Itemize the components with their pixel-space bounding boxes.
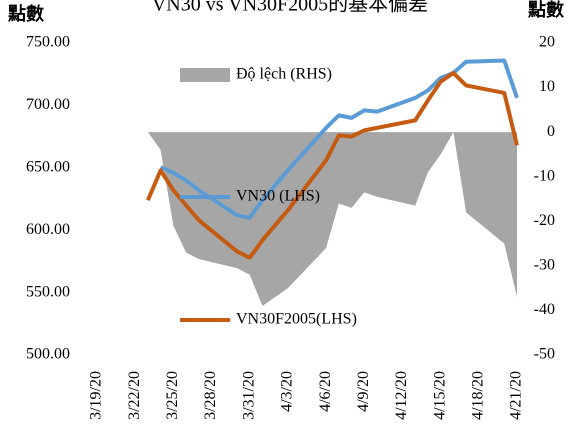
- legend-swatch: [180, 68, 230, 82]
- x-tick-label: 4/3/20: [279, 371, 296, 412]
- x-tick-label: 3/19/20: [88, 371, 105, 420]
- line: [146, 70, 519, 260]
- x-tick-label: 3/22/20: [126, 371, 143, 420]
- y-tick-label: 600.00: [26, 221, 70, 238]
- legend-label: VN30F2005(LHS): [236, 311, 357, 328]
- chart-title: VN30 vs VN30F2005的基本偏差: [152, 0, 428, 16]
- y2-tick-label: 0: [547, 123, 555, 140]
- y2-axis-label: 點數: [527, 0, 564, 20]
- x-tick-label: 4/9/20: [355, 371, 372, 412]
- x-tick-label: 3/25/20: [164, 371, 181, 420]
- x-tick-label: 4/15/20: [431, 371, 448, 420]
- x-tick-label: 4/21/20: [508, 371, 525, 420]
- y2-tick-label: -20: [534, 212, 555, 229]
- x-tick-label: 3/28/20: [202, 371, 219, 420]
- y-axis-label: 點數: [7, 4, 44, 24]
- x-tick-label: 4/6/20: [317, 371, 334, 412]
- legend-label: VN30 (LHS): [236, 188, 320, 205]
- y-tick-label: 500.00: [26, 346, 70, 363]
- y2-tick-label: -30: [534, 257, 555, 274]
- y2-tick-label: 10: [539, 78, 555, 95]
- y2-tick-label: -10: [534, 167, 555, 184]
- y-tick-label: 700.00: [26, 96, 70, 113]
- x-tick-label: 4/12/20: [393, 371, 410, 420]
- x-tick-label: 4/18/20: [469, 371, 486, 420]
- legend-label: Độ lệch (RHS): [236, 66, 332, 83]
- y-tick-label: 550.00: [26, 283, 70, 300]
- area: [147, 132, 517, 306]
- y-tick-label: 750.00: [26, 34, 70, 51]
- x-tick-label: 3/31/20: [240, 371, 257, 420]
- y2-tick-label: 20: [539, 34, 555, 51]
- y-tick-label: 650.00: [26, 158, 70, 175]
- y2-tick-label: -40: [534, 301, 555, 318]
- y2-tick-label: -50: [534, 346, 555, 363]
